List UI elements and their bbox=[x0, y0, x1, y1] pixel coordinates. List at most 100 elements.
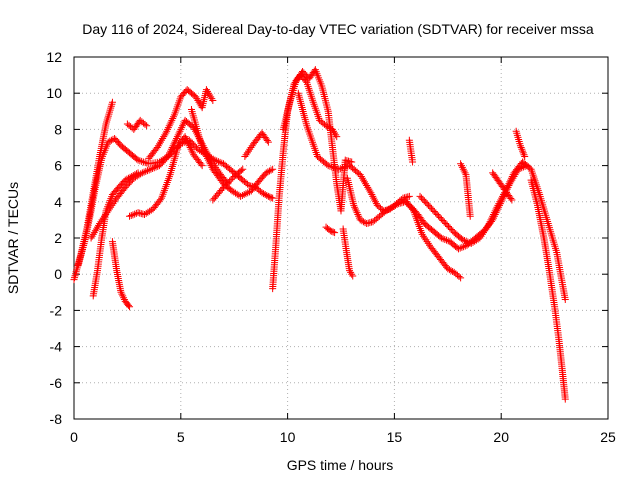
data-point-interp bbox=[423, 200, 431, 208]
data-point bbox=[388, 203, 396, 211]
data-point-interp bbox=[393, 201, 401, 209]
data-point bbox=[153, 144, 161, 151]
data-point bbox=[382, 207, 390, 215]
data-point-interp bbox=[354, 210, 362, 218]
data-point-interp bbox=[129, 172, 137, 180]
data-point-interp bbox=[91, 227, 99, 235]
data-point-interp bbox=[485, 220, 493, 228]
series-arc-23 bbox=[512, 127, 529, 161]
data-point bbox=[162, 129, 170, 137]
data-point bbox=[147, 165, 155, 173]
data-point-interp bbox=[422, 198, 430, 206]
data-point-interp bbox=[218, 185, 226, 193]
data-point-interp bbox=[109, 200, 117, 208]
data-point-interp bbox=[344, 162, 352, 170]
data-point-interp bbox=[183, 136, 191, 144]
data-point-interp bbox=[127, 212, 135, 220]
data-point bbox=[459, 236, 467, 244]
data-point-interp bbox=[458, 162, 466, 170]
data-point-interp bbox=[169, 115, 177, 123]
y-tick-label: -6 bbox=[50, 375, 63, 391]
data-point-interp bbox=[126, 173, 134, 181]
data-point-interp bbox=[223, 180, 231, 188]
data-point bbox=[348, 158, 356, 166]
series-arc-6 bbox=[126, 133, 206, 220]
data-point-interp bbox=[429, 206, 437, 214]
data-point-interp bbox=[426, 203, 434, 211]
series-arc-4 bbox=[89, 169, 142, 300]
data-point-interp bbox=[261, 191, 269, 199]
data-point-interp bbox=[150, 164, 158, 172]
data-point bbox=[457, 274, 465, 282]
data-point-interp bbox=[348, 270, 356, 278]
data-point-interp bbox=[266, 193, 274, 201]
data-point bbox=[561, 296, 569, 304]
data-point-interp bbox=[123, 182, 131, 190]
data-point-interp bbox=[178, 124, 186, 132]
data-point-interp bbox=[419, 195, 427, 203]
data-point-interp bbox=[419, 232, 427, 240]
data-point bbox=[264, 138, 272, 146]
data-point-interp bbox=[427, 204, 435, 212]
data-point-interp bbox=[139, 158, 147, 166]
data-point-interp bbox=[507, 194, 515, 202]
data-point bbox=[484, 221, 492, 229]
data-point bbox=[476, 234, 484, 242]
data-point-interp bbox=[486, 218, 494, 226]
data-point-interp bbox=[206, 160, 214, 168]
data-point bbox=[561, 395, 569, 403]
data-point-interp bbox=[260, 190, 268, 198]
data-point bbox=[349, 272, 357, 280]
data-point-interp bbox=[131, 210, 139, 218]
data-point-interp bbox=[460, 167, 468, 175]
data-point-interp bbox=[330, 163, 338, 171]
data-point-interp bbox=[194, 96, 202, 104]
data-point-interp bbox=[129, 211, 137, 219]
data-point-interp bbox=[267, 166, 275, 174]
data-point-interp bbox=[90, 229, 98, 237]
data-point bbox=[331, 229, 339, 237]
x-tick-label: 20 bbox=[493, 429, 509, 445]
data-point bbox=[416, 192, 424, 200]
data-point-interp bbox=[458, 243, 466, 251]
data-point-interp bbox=[447, 267, 455, 275]
grid bbox=[74, 57, 608, 419]
data-point-interp bbox=[490, 209, 498, 217]
data-point-interp bbox=[133, 155, 141, 163]
data-point-interp bbox=[424, 239, 432, 247]
data-point-interp bbox=[358, 217, 366, 225]
data-point-interp bbox=[118, 290, 126, 298]
data-point-interp bbox=[176, 127, 184, 135]
series-arc-3 bbox=[87, 116, 232, 242]
data-point-interp bbox=[244, 180, 252, 188]
y-axis-label: SDTVAR / TECUs bbox=[5, 182, 21, 294]
data-point-interp bbox=[460, 237, 468, 245]
data-point-interp bbox=[498, 194, 506, 202]
data-point-interp bbox=[245, 147, 253, 155]
data-point-interp bbox=[186, 144, 194, 151]
data-point-interp bbox=[499, 192, 507, 200]
data-point bbox=[444, 265, 452, 273]
data-point-interp bbox=[167, 145, 175, 153]
data-point bbox=[335, 165, 343, 173]
data-point-interp bbox=[136, 157, 144, 165]
x-tick-label: 5 bbox=[177, 429, 185, 445]
data-point bbox=[220, 183, 228, 191]
data-point-interp bbox=[124, 301, 132, 309]
data-point-interp bbox=[167, 147, 175, 155]
data-point-interp bbox=[359, 176, 367, 184]
data-point-interp bbox=[160, 157, 168, 165]
data-point-interp bbox=[497, 196, 505, 204]
y-tick-label: 2 bbox=[54, 230, 62, 246]
data-point-interp bbox=[481, 227, 489, 235]
data-point bbox=[134, 169, 142, 177]
data-point-interp bbox=[185, 142, 193, 150]
data-point-interp bbox=[179, 122, 187, 130]
data-point-interp bbox=[435, 212, 443, 220]
data-point-interp bbox=[483, 223, 491, 231]
data-point-interp bbox=[158, 136, 166, 144]
series-arc-1 bbox=[70, 98, 116, 284]
data-point-interp bbox=[187, 145, 195, 153]
data-point-interp bbox=[197, 160, 205, 168]
data-point-interp bbox=[166, 120, 174, 128]
